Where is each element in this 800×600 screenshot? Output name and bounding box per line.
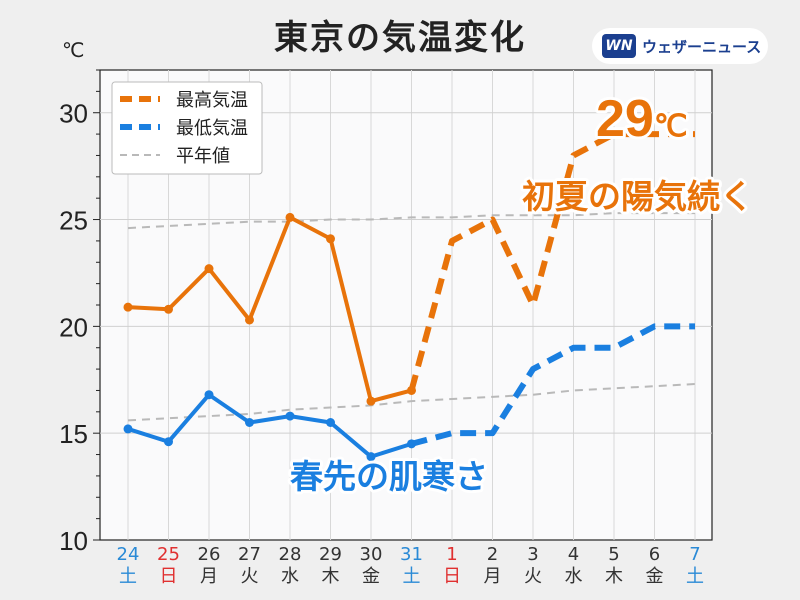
min-temperature-point	[164, 437, 173, 447]
weathernews-logo: WN ウェザーニュース	[592, 28, 768, 64]
x-tick-date-label: 6	[649, 544, 660, 565]
early-summer-caption: 初夏の陽気続く	[522, 177, 753, 216]
min-temperature-forecast-line	[410, 323, 695, 447]
x-tick-weekday-label: 水	[281, 566, 299, 587]
max-temperature-point	[326, 234, 335, 244]
y-tick-label: 15	[59, 419, 88, 449]
max-temperature-point	[366, 396, 376, 406]
x-tick-date-label: 25	[157, 544, 180, 565]
peak-temperature-annotation: 29℃	[596, 90, 688, 148]
x-tick-weekday-label: 土	[119, 566, 137, 587]
y-axis-unit-label: ℃	[62, 38, 85, 62]
max-temperature-point	[245, 315, 254, 325]
x-tick-date-label: 28	[279, 544, 302, 565]
min-temperature-point	[204, 390, 214, 400]
x-tick-weekday-label: 金	[362, 566, 380, 587]
x-tick-weekday-label: 日	[443, 566, 461, 587]
x-tick-date-label: 3	[527, 544, 538, 565]
max-temperature-point	[123, 302, 133, 312]
normal-temperature-line	[127, 383, 696, 422]
max-temperature-point	[407, 385, 416, 395]
min-temperature-point	[366, 452, 376, 462]
x-tick-date-label: 31	[400, 544, 423, 565]
y-tick-label: 20	[59, 312, 88, 342]
x-tick-weekday-label: 土	[686, 566, 704, 587]
x-tick-date-label: 5	[608, 544, 619, 565]
min-temperature-point	[123, 424, 133, 434]
max-temperature-point	[164, 304, 173, 314]
x-tick-date-label: 27	[238, 544, 261, 565]
max-temperature-observed-line	[127, 215, 413, 404]
logo-text: ウェザーニュース	[642, 37, 762, 56]
normal-temperature-line	[127, 212, 695, 230]
x-tick-date-label: 1	[446, 544, 457, 565]
x-tick-weekday-label: 木	[605, 566, 623, 587]
y-tick-label: 10	[59, 526, 88, 556]
legend-label: 最低気温	[176, 118, 248, 139]
x-tick-date-label: 7	[689, 544, 700, 565]
min-temperature-point	[326, 418, 335, 427]
max-temperature-forecast-line	[408, 131, 695, 392]
x-tick-date-label: 2	[487, 544, 498, 565]
x-tick-weekday-label: 月	[484, 566, 502, 587]
min-temperature-observed-line	[127, 392, 413, 459]
y-tick-label: 25	[59, 206, 88, 236]
x-tick-weekday-label: 土	[403, 566, 421, 587]
max-temperature-point	[285, 212, 295, 222]
min-temperature-point	[285, 411, 295, 421]
peak-value: 29	[596, 90, 654, 148]
x-tick-weekday-label: 日	[160, 566, 178, 587]
legend-box	[111, 81, 263, 175]
chart-title: 東京の気温変化	[274, 18, 526, 58]
x-tick-weekday-label: 火	[241, 566, 259, 587]
legend-label: 平年値	[176, 146, 230, 167]
x-tick-date-label: 30	[360, 544, 383, 565]
logo-mark: WN	[602, 34, 636, 58]
early-spring-chill-caption: 春先の肌寒さ	[290, 457, 488, 496]
x-tick-weekday-label: 木	[322, 566, 340, 587]
x-tick-date-label: 24	[117, 544, 140, 565]
x-tick-weekday-label: 金	[646, 566, 664, 587]
peak-unit: ℃	[654, 110, 688, 143]
x-tick-date-label: 29	[319, 544, 342, 565]
legend-label: 最高気温	[176, 90, 248, 111]
x-tick-weekday-label: 月	[200, 566, 218, 587]
max-temperature-point	[204, 264, 214, 274]
min-temperature-point	[407, 439, 416, 449]
x-tick-date-label: 26	[198, 544, 221, 565]
x-tick-date-label: 4	[568, 544, 579, 565]
y-tick-label: 30	[59, 99, 88, 129]
min-temperature-point	[245, 418, 254, 427]
x-tick-weekday-label: 水	[565, 566, 583, 587]
x-tick-weekday-label: 火	[524, 566, 542, 587]
